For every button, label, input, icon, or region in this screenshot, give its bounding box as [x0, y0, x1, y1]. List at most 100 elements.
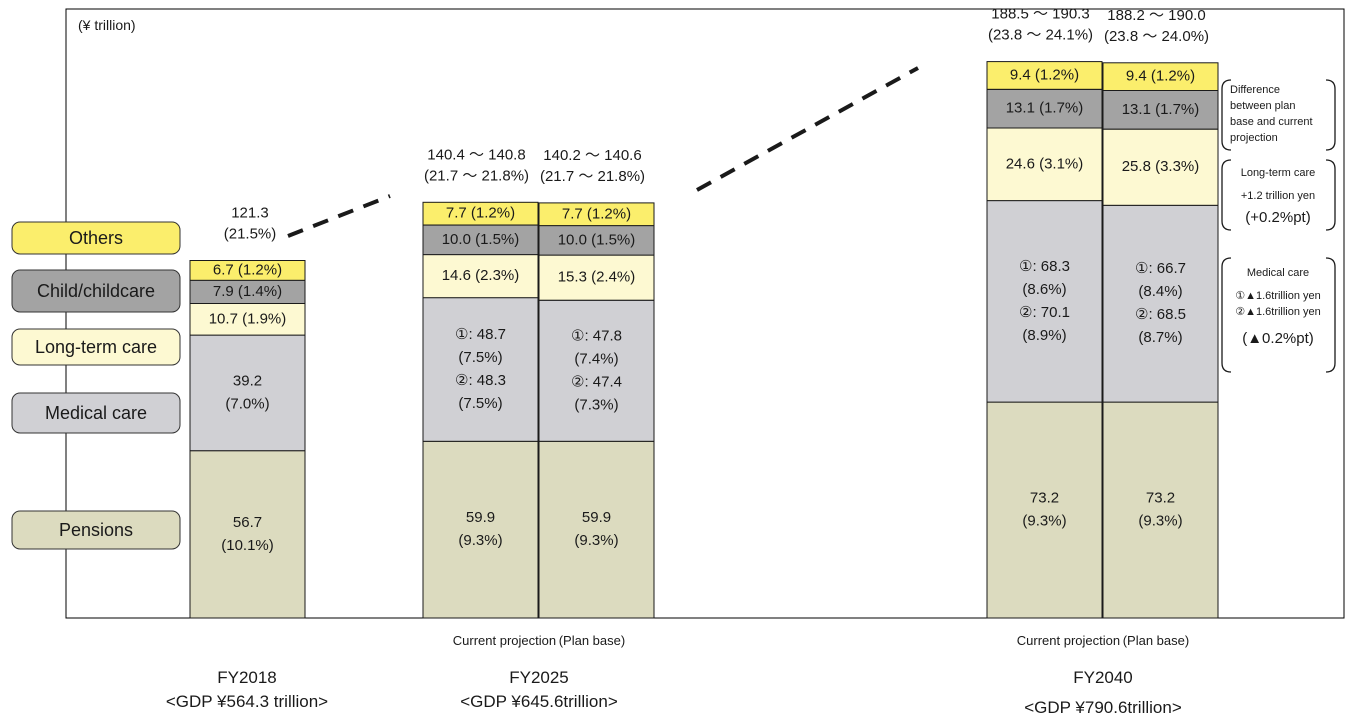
bar-1-total-label: 140.4 ～ 140.8 — [427, 146, 525, 163]
difference-bracket — [1221, 79, 1336, 151]
group-0-gdp-label: <GDP ¥564.3 trillion> — [166, 692, 328, 711]
bar-2-medical-label: ②: 47.4 — [571, 373, 622, 390]
bar-4-ltc-label: 25.8 (3.3%) — [1122, 158, 1200, 175]
annotation-difference-line: Difference — [1230, 84, 1280, 96]
bar-4-total-label: 188.2 ～ 190.0 — [1107, 7, 1205, 24]
bar-0-medical-label: 39.2 — [233, 372, 262, 389]
annotation-ltc-line: (+0.2%pt) — [1245, 209, 1310, 226]
bar-0-pensions-label: 56.7 — [233, 514, 262, 531]
bar-1-medical-label: ①: 48.7 — [455, 326, 506, 343]
bar-2-ltc-label: 15.3 (2.4%) — [558, 269, 636, 286]
group-1-year-label: FY2025 — [509, 668, 569, 687]
bar-4-medical-label: ②: 68.5 — [1135, 306, 1186, 323]
bar-3-segment-pensions — [986, 401, 1103, 619]
legend-ltc-swatch — [11, 328, 181, 366]
bar-0-ltc-label: 10.7 (1.9%) — [209, 310, 287, 327]
bar-1-medical-label: ②: 48.3 — [455, 372, 506, 389]
legend: Others Child/childcare Long-term care Medic… — [11, 221, 181, 550]
legend-ltc-label: Long-term care — [35, 337, 157, 357]
medical-bracket — [1221, 257, 1336, 373]
annotation-ltc-line: Long-term care — [1241, 167, 1316, 179]
bar-0-total-label: 121.3 — [231, 205, 269, 222]
bar-3-medical-label: ①: 68.3 — [1019, 258, 1070, 275]
bar-3-segment-others — [986, 61, 1103, 90]
bar-0-medical-label: (7.0%) — [225, 395, 269, 412]
bar-0-segment-medical — [189, 334, 306, 452]
legend-medical-swatch — [11, 392, 181, 434]
bar-2-segment-ltc — [538, 254, 655, 301]
bar-2-others-label: 7.7 (1.2%) — [562, 205, 631, 222]
bar-1-medical-label: (7.5%) — [458, 395, 502, 412]
bar-4-segment-others — [1102, 62, 1219, 91]
bar-1-segment-ltc — [422, 254, 539, 299]
bar-0-child-label: 7.9 (1.4%) — [213, 283, 282, 300]
bar-3-total-label: 188.5 ～ 190.3 — [991, 6, 1089, 23]
bar-2: 59.9 (9.3%) ①: 47.8 (7.4%) ②: 47.4 (7.3%) 15.3… — [538, 202, 655, 619]
legend-pensions-label: Pensions — [59, 520, 133, 540]
bar-2-medical-label: (7.4%) — [574, 350, 618, 367]
plot-area — [65, 8, 1345, 619]
bar-3-child-label: 13.1 (1.7%) — [1006, 100, 1084, 117]
group-0-year-label: FY2018 — [217, 668, 277, 687]
annotation-medical-line: ①▲1.6trillion yen — [1235, 290, 1321, 302]
bar-4-medical-label: (8.4%) — [1138, 283, 1182, 300]
bar-2-segment-others — [538, 202, 655, 227]
bar-2-medical-label: ①: 47.8 — [571, 327, 622, 344]
group-2-year-label: FY2040 — [1073, 668, 1133, 687]
legend-others-label: Others — [69, 228, 123, 248]
annotation-difference-line: base and current — [1230, 116, 1313, 128]
bar-4-total-label: (23.8 ～ 24.0%) — [1104, 28, 1209, 45]
bar-4-child-label: 13.1 (1.7%) — [1122, 101, 1200, 118]
bar-0-total-label: (21.5%) — [224, 226, 277, 243]
bar-3-segment-medical — [986, 200, 1103, 403]
bar-1-pensions-label: (9.3%) — [458, 532, 502, 549]
bar-3-segment-child — [986, 88, 1103, 129]
annotation-medical-line: ②▲1.6trillion yen — [1235, 306, 1321, 318]
bar-4-segment-child — [1102, 90, 1219, 130]
bar-1-others-label: 7.7 (1.2%) — [446, 205, 515, 222]
annotation-medical-line: (▲0.2%pt) — [1242, 330, 1314, 347]
bar-1-total-label: (21.7 ～ 21.8%) — [424, 167, 529, 184]
annotation-ltc-line: +1.2 trillion yen — [1241, 190, 1315, 202]
bar-0-segment-others — [189, 260, 306, 281]
annotation-difference-line: projection — [1230, 132, 1278, 144]
bar-2-pensions-label: (9.3%) — [574, 532, 618, 549]
bar-4-medical-label: (8.7%) — [1138, 329, 1182, 346]
bar-2-pensions-label: 59.9 — [582, 509, 611, 526]
bar-2-medical-label: (7.3%) — [574, 396, 618, 413]
bar-1-ltc-label: 14.6 (2.3%) — [442, 267, 520, 284]
bar-1: 59.9 (9.3%) ①: 48.7 (7.5%) ②: 48.3 (7.5%) 14.6… — [422, 201, 539, 619]
bar-1-pensions-label: 59.9 — [466, 509, 495, 526]
bar-3-others-label: 9.4 (1.2%) — [1010, 66, 1079, 83]
bar-3-ltc-label: 24.6 (3.1%) — [1006, 155, 1084, 172]
unit-label: (¥ trillion) — [78, 17, 136, 33]
group-2-projection-label: Current projection (Plan base) — [1017, 633, 1189, 648]
bar-2-total-label: (21.7 ～ 21.8%) — [540, 168, 645, 185]
legend-child-label: Child/childcare — [37, 281, 155, 301]
bar-3-medical-label: (8.9%) — [1022, 327, 1066, 344]
bar-4-segment-pensions — [1102, 401, 1219, 619]
legend-pensions-swatch — [11, 510, 181, 550]
bar-4-segment-medical — [1102, 204, 1219, 403]
bar-1-medical-label: (7.5%) — [458, 349, 502, 366]
group-1-gdp-label: <GDP ¥645.6trillion> — [460, 692, 618, 711]
bar-0-segment-pensions — [189, 450, 306, 619]
bars: 56.7 (10.1%) 39.2 (7.0%) 10.7 (1.9%) 7.9 (1.4… — [189, 61, 1219, 619]
bar-2-segment-pensions — [538, 440, 655, 619]
group-1-projection-label: Current projection (Plan base) — [453, 633, 625, 648]
trend-line-2025-2040 — [696, 66, 919, 192]
annotations: Difference between plan base and current pr… — [1221, 79, 1336, 373]
legend-child-swatch — [11, 269, 181, 313]
bar-4-pensions-label: (9.3%) — [1138, 512, 1182, 529]
total-labels: 121.3 (21.5%) 140.4 ～ 140.8 (21.7 ～ 21.8%) 1… — [224, 6, 1209, 243]
bar-3-medical-label: ②: 70.1 — [1019, 304, 1070, 321]
bar-0-others-label: 6.7 (1.2%) — [213, 261, 282, 278]
bar-1-segment-pensions — [422, 440, 539, 619]
bar-4-pensions-label: 73.2 — [1146, 489, 1175, 506]
bar-3-segment-ltc — [986, 127, 1103, 202]
legend-medical-label: Medical care — [45, 403, 147, 423]
bar-2-child-label: 10.0 (1.5%) — [558, 231, 636, 248]
trend-line-2018-2025 — [287, 194, 391, 238]
legend-others-swatch — [11, 221, 181, 255]
